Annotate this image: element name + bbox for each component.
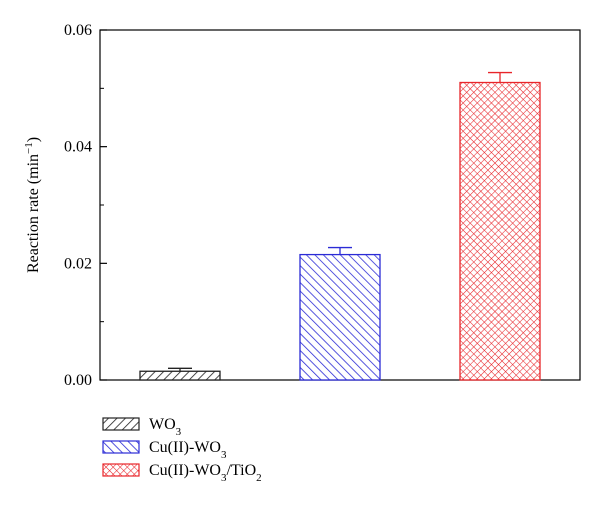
- error-bars-group: [168, 71, 512, 372]
- legend-label-cu-wo3-tio2: Cu(II)-WO3/TiO2: [149, 462, 262, 484]
- legend-swatch-cu-wo3: [102, 440, 140, 454]
- legend-swatch-cu-wo3-tio2: [102, 463, 140, 477]
- legend-label-wo3: WO3: [149, 416, 182, 438]
- y-tick-label: 0.02: [64, 255, 92, 272]
- y-tick-label: 0.04: [64, 139, 92, 156]
- legend-swatch-wo3: [102, 417, 140, 431]
- bars-group: [139, 81, 541, 381]
- y-axis-title: Reaction rate (min−1): [23, 137, 42, 273]
- y-tick-label: 0.00: [64, 372, 92, 389]
- bar-wo3: [139, 370, 221, 381]
- y-axis: 0.00 0.02 0.04 0.06: [64, 22, 107, 389]
- bar-cu-wo3: [299, 253, 381, 381]
- y-tick-label: 0.06: [64, 22, 92, 39]
- bar-cu-wo3-tio2: [459, 81, 541, 381]
- legend-label-cu-wo3: Cu(II)-WO3: [149, 439, 227, 461]
